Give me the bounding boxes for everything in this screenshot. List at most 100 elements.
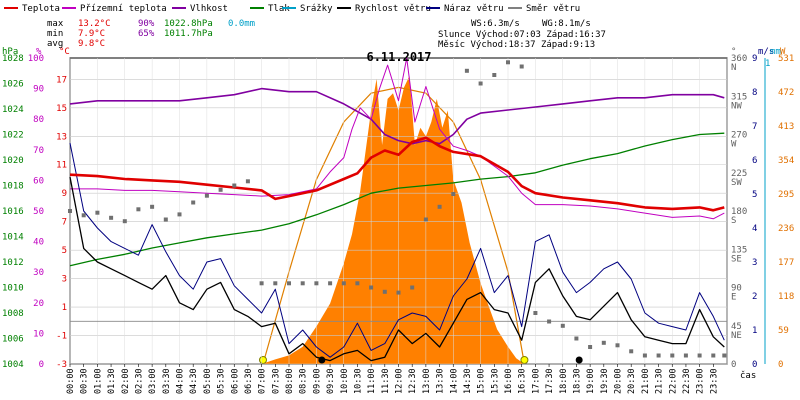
x-tick-label: 02:30 <box>134 368 144 394</box>
wind-direction-point <box>369 285 374 290</box>
legend-label: Přízemní teplota <box>80 4 167 14</box>
axis-hum-tick: 30 <box>33 268 44 278</box>
legend-label: Směr větru <box>526 4 580 14</box>
x-tick-label: 06:30 <box>244 368 254 394</box>
axis-temp-tick: 17 <box>56 75 67 85</box>
x-tick-label: 14:30 <box>463 368 473 394</box>
x-tick-label: 06:00 <box>230 368 240 394</box>
series-temperature <box>69 136 725 212</box>
axis-hpa-tick: 1024 <box>2 105 24 115</box>
sunrise-marker <box>258 356 267 364</box>
axis-hum-tick: 80 <box>33 115 44 125</box>
stat-moon-times: Měsíc Východ:18:37 Západ:9:13 <box>438 40 595 50</box>
axis-hum-tick: 20 <box>33 299 44 309</box>
wind-direction-point <box>574 336 579 341</box>
axis-temp-tick: 9 <box>62 189 67 199</box>
axis-rain-label: mm <box>770 47 781 57</box>
axis-hpa-tick: 1026 <box>2 80 24 90</box>
chart-title: 6.11.2017 <box>366 50 431 64</box>
wind-direction-point <box>122 219 127 224</box>
wind-direction-point <box>81 213 86 218</box>
wind-direction-point <box>245 179 250 184</box>
stat-max-temp: 13.2°C <box>78 19 111 29</box>
x-tick-label: 09:30 <box>326 368 336 394</box>
legend-label: Náraz větru <box>444 4 504 14</box>
axis-hum-label: % <box>36 47 42 57</box>
axis-temp-tick: 3 <box>62 275 67 285</box>
sunset-marker <box>520 356 529 364</box>
x-tick-label: 20:30 <box>627 368 637 394</box>
x-tick-label: 08:30 <box>299 368 309 394</box>
stat-max-rain: 0.0mm <box>228 19 255 29</box>
axis-hum-tick: 100 <box>28 54 44 64</box>
wind-direction-point <box>533 311 538 315</box>
wind-direction-point <box>683 353 688 358</box>
axis-solar-tick: 59 <box>778 326 789 336</box>
axis-solar-label: W <box>780 47 786 57</box>
legend-label: Vlhkost <box>190 4 228 14</box>
series-wind-gust <box>69 142 725 358</box>
axis-temp-tick: 13 <box>56 132 67 142</box>
wind-direction-point <box>150 204 155 209</box>
wind-direction-point <box>232 183 237 188</box>
wind-direction-point <box>68 209 72 213</box>
axis-dir-tick: NE <box>731 331 742 341</box>
x-tick-label: 13:30 <box>436 368 446 394</box>
stat-avg-temp: 9.8°C <box>78 39 105 49</box>
x-tick-label: 04:30 <box>189 368 199 394</box>
x-tick-label: 22:30 <box>682 368 692 394</box>
axis-dir-label: ° <box>731 47 736 57</box>
x-tick-label: 20:00 <box>614 368 624 394</box>
series-solar-radiation <box>261 75 525 365</box>
wind-direction-point <box>601 340 606 345</box>
x-axis-label: čas <box>740 370 756 381</box>
series-ground-temperature <box>70 57 725 220</box>
wind-direction-point <box>451 192 456 196</box>
axis-solar-tick: 531 <box>778 54 794 64</box>
wind-direction-point <box>300 281 305 286</box>
wind-direction-point <box>423 217 428 222</box>
wind-direction-point <box>629 349 634 354</box>
x-tick-label: 01:30 <box>107 368 117 394</box>
axis-hpa-tick: 1006 <box>2 335 24 345</box>
axis-dir-tick: W <box>731 140 737 150</box>
axis-temp-tick: -3 <box>56 360 67 370</box>
axis-solar-tick: 413 <box>778 122 794 132</box>
x-tick-label: 12:30 <box>408 368 418 394</box>
axis-dir-tick: 315 <box>731 92 747 102</box>
axis-dir-tick: SW <box>731 178 742 188</box>
axis-temp-tick: 5 <box>62 246 67 256</box>
wind-direction-point <box>492 73 497 77</box>
wind-direction-point <box>287 281 291 286</box>
legend-label: Rychlost větru <box>355 4 431 14</box>
axis-solar-tick: 354 <box>778 156 794 166</box>
axis-dir-tick: N <box>731 63 736 73</box>
wind-direction-point <box>437 204 442 209</box>
axis-wind-tick: 8 <box>752 88 757 98</box>
axis-temp-label: °C <box>59 47 70 57</box>
wind-direction-point <box>273 281 278 286</box>
stat-wind-gust: WG:8.1m/s <box>542 19 591 29</box>
axis-dir-tick: NW <box>731 101 742 111</box>
x-tick-label: 13:00 <box>422 368 432 394</box>
axis-hum-tick: 50 <box>33 207 44 217</box>
axis-hum-tick: 70 <box>33 146 44 156</box>
x-tick-label: 23:00 <box>696 368 706 394</box>
axis-hpa-tick: 1028 <box>2 54 24 64</box>
stat-min-press: 1011.7hPa <box>164 29 213 39</box>
x-tick-label: 14:00 <box>449 368 459 394</box>
legend-label: Tlak <box>268 4 290 14</box>
axis-wind-tick: 6 <box>752 156 757 166</box>
x-tick-label: 15:30 <box>490 368 500 394</box>
wind-direction-point <box>464 68 469 73</box>
wind-direction-point <box>697 353 702 358</box>
axis-solar-tick: 295 <box>778 190 794 200</box>
x-tick-label: 21:00 <box>641 368 651 394</box>
x-tick-label: 21:30 <box>655 368 665 394</box>
x-tick-label: 17:30 <box>545 368 555 394</box>
axis-solar-tick: 118 <box>778 292 794 302</box>
axis-dir-tick: S <box>731 216 736 226</box>
axis-hpa-tick: 1012 <box>2 258 24 268</box>
axis-dir-tick: E <box>731 293 736 303</box>
